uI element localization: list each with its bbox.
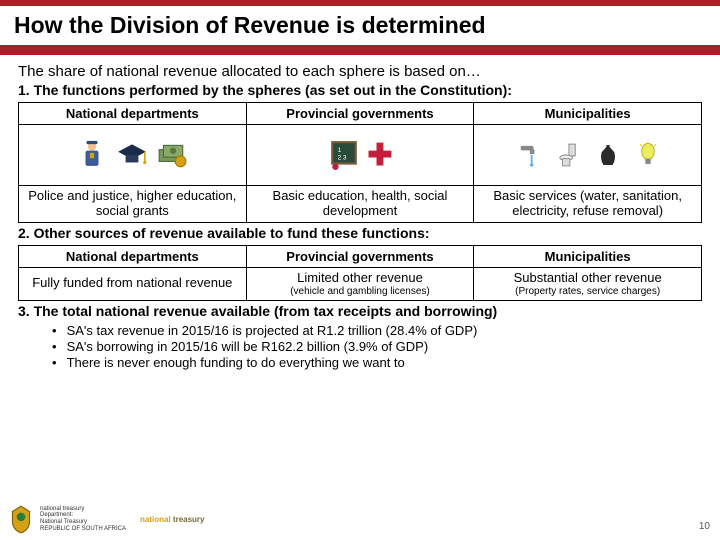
chalkboard-icon: 12 3 bbox=[327, 133, 361, 177]
provincial-icons-cell: 12 3 ✚ bbox=[246, 125, 474, 186]
section1-heading: 1. The functions performed by the sphere… bbox=[18, 82, 702, 98]
graduation-cap-icon bbox=[115, 133, 149, 177]
medical-cross-icon: ✚ bbox=[367, 138, 392, 173]
col-header: National departments bbox=[19, 103, 247, 125]
toilet-icon bbox=[551, 133, 585, 177]
intro-text: The share of national revenue allocated … bbox=[18, 63, 702, 80]
money-icon bbox=[155, 133, 189, 177]
page-number: 10 bbox=[699, 521, 710, 532]
lightbulb-icon bbox=[631, 133, 665, 177]
col-header: Provincial governments bbox=[246, 103, 474, 125]
table-header-row: National departments Provincial governme… bbox=[19, 103, 702, 125]
trash-bag-icon bbox=[591, 133, 625, 177]
svg-text:2 3: 2 3 bbox=[338, 154, 347, 161]
section2-heading: 2. Other sources of revenue available to… bbox=[18, 225, 702, 241]
col-header: National departments bbox=[19, 245, 247, 267]
list-item: SA's borrowing in 2015/16 will be R162.2… bbox=[52, 339, 702, 354]
revenue-table: National departments Provincial governme… bbox=[18, 245, 702, 301]
footer-logo: national treasuryDepartment:National Tre… bbox=[8, 504, 205, 534]
municipal-icons-cell bbox=[474, 125, 702, 186]
functions-table: National departments Provincial governme… bbox=[18, 102, 702, 223]
cell-text: Fully funded from national revenue bbox=[32, 275, 232, 290]
table-header-row: National departments Provincial governme… bbox=[19, 245, 702, 267]
title-band: How the Division of Revenue is determine… bbox=[0, 0, 720, 55]
col-header: Municipalities bbox=[474, 103, 702, 125]
content-area: The share of national revenue allocated … bbox=[0, 55, 720, 370]
cell-text: Substantial other revenue bbox=[514, 270, 662, 285]
department-text: national treasuryDepartment:National Tre… bbox=[40, 506, 126, 532]
coat-of-arms-icon bbox=[8, 504, 34, 534]
bullet-list: SA's tax revenue in 2015/16 is projected… bbox=[52, 323, 702, 370]
section3-heading: 3. The total national revenue available … bbox=[18, 303, 702, 319]
col-header: Municipalities bbox=[474, 245, 702, 267]
caption-row: Police and justice, higher education, so… bbox=[19, 186, 702, 223]
police-icon bbox=[75, 133, 109, 177]
cell-text: Limited other revenue bbox=[297, 270, 423, 285]
caption-cell: Basic education, health, social developm… bbox=[246, 186, 474, 223]
caption-cell: Police and justice, higher education, so… bbox=[19, 186, 247, 223]
page-title: How the Division of Revenue is determine… bbox=[0, 6, 720, 45]
cell-sub: (vehicle and gambling licenses) bbox=[251, 286, 470, 297]
cell-sub: (Property rates, service charges) bbox=[478, 286, 697, 297]
svg-text:1: 1 bbox=[338, 147, 342, 154]
nt-wordmark: national treasury bbox=[140, 515, 204, 524]
cell-municipal-rev: Substantial other revenue (Property rate… bbox=[474, 267, 702, 300]
list-item: There is never enough funding to do ever… bbox=[52, 355, 702, 370]
national-icons-cell bbox=[19, 125, 247, 186]
tap-water-icon bbox=[511, 133, 545, 177]
cell-provincial-rev: Limited other revenue (vehicle and gambl… bbox=[246, 267, 474, 300]
cell-national-rev: Fully funded from national revenue bbox=[19, 267, 247, 300]
icon-row: 12 3 ✚ bbox=[19, 125, 702, 186]
col-header: Provincial governments bbox=[246, 245, 474, 267]
list-item: SA's tax revenue in 2015/16 is projected… bbox=[52, 323, 702, 338]
table-row: Fully funded from national revenue Limit… bbox=[19, 267, 702, 300]
caption-cell: Basic services (water, sanitation, elect… bbox=[474, 186, 702, 223]
